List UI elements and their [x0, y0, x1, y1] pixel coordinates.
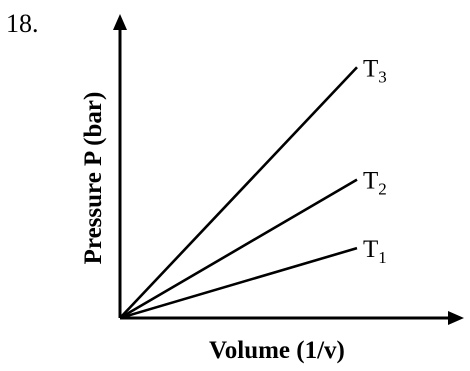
series-line-t3: [119, 66, 358, 319]
series-label-t3: T3: [363, 55, 387, 86]
y-axis-arrow-icon: [113, 14, 127, 30]
series-label-t1: T1: [363, 236, 387, 267]
x-axis-arrow-icon: [448, 311, 464, 325]
series-line-t2: [119, 178, 358, 320]
x-axis-label: Volume (1/v): [209, 337, 345, 364]
question-number: 18.: [6, 9, 39, 38]
series-line-t1: [119, 246, 358, 320]
series-layer: T3 T2 T1: [119, 55, 387, 320]
y-axis-label: Pressure P (bar): [80, 92, 107, 265]
series-label-t2: T2: [363, 168, 387, 199]
